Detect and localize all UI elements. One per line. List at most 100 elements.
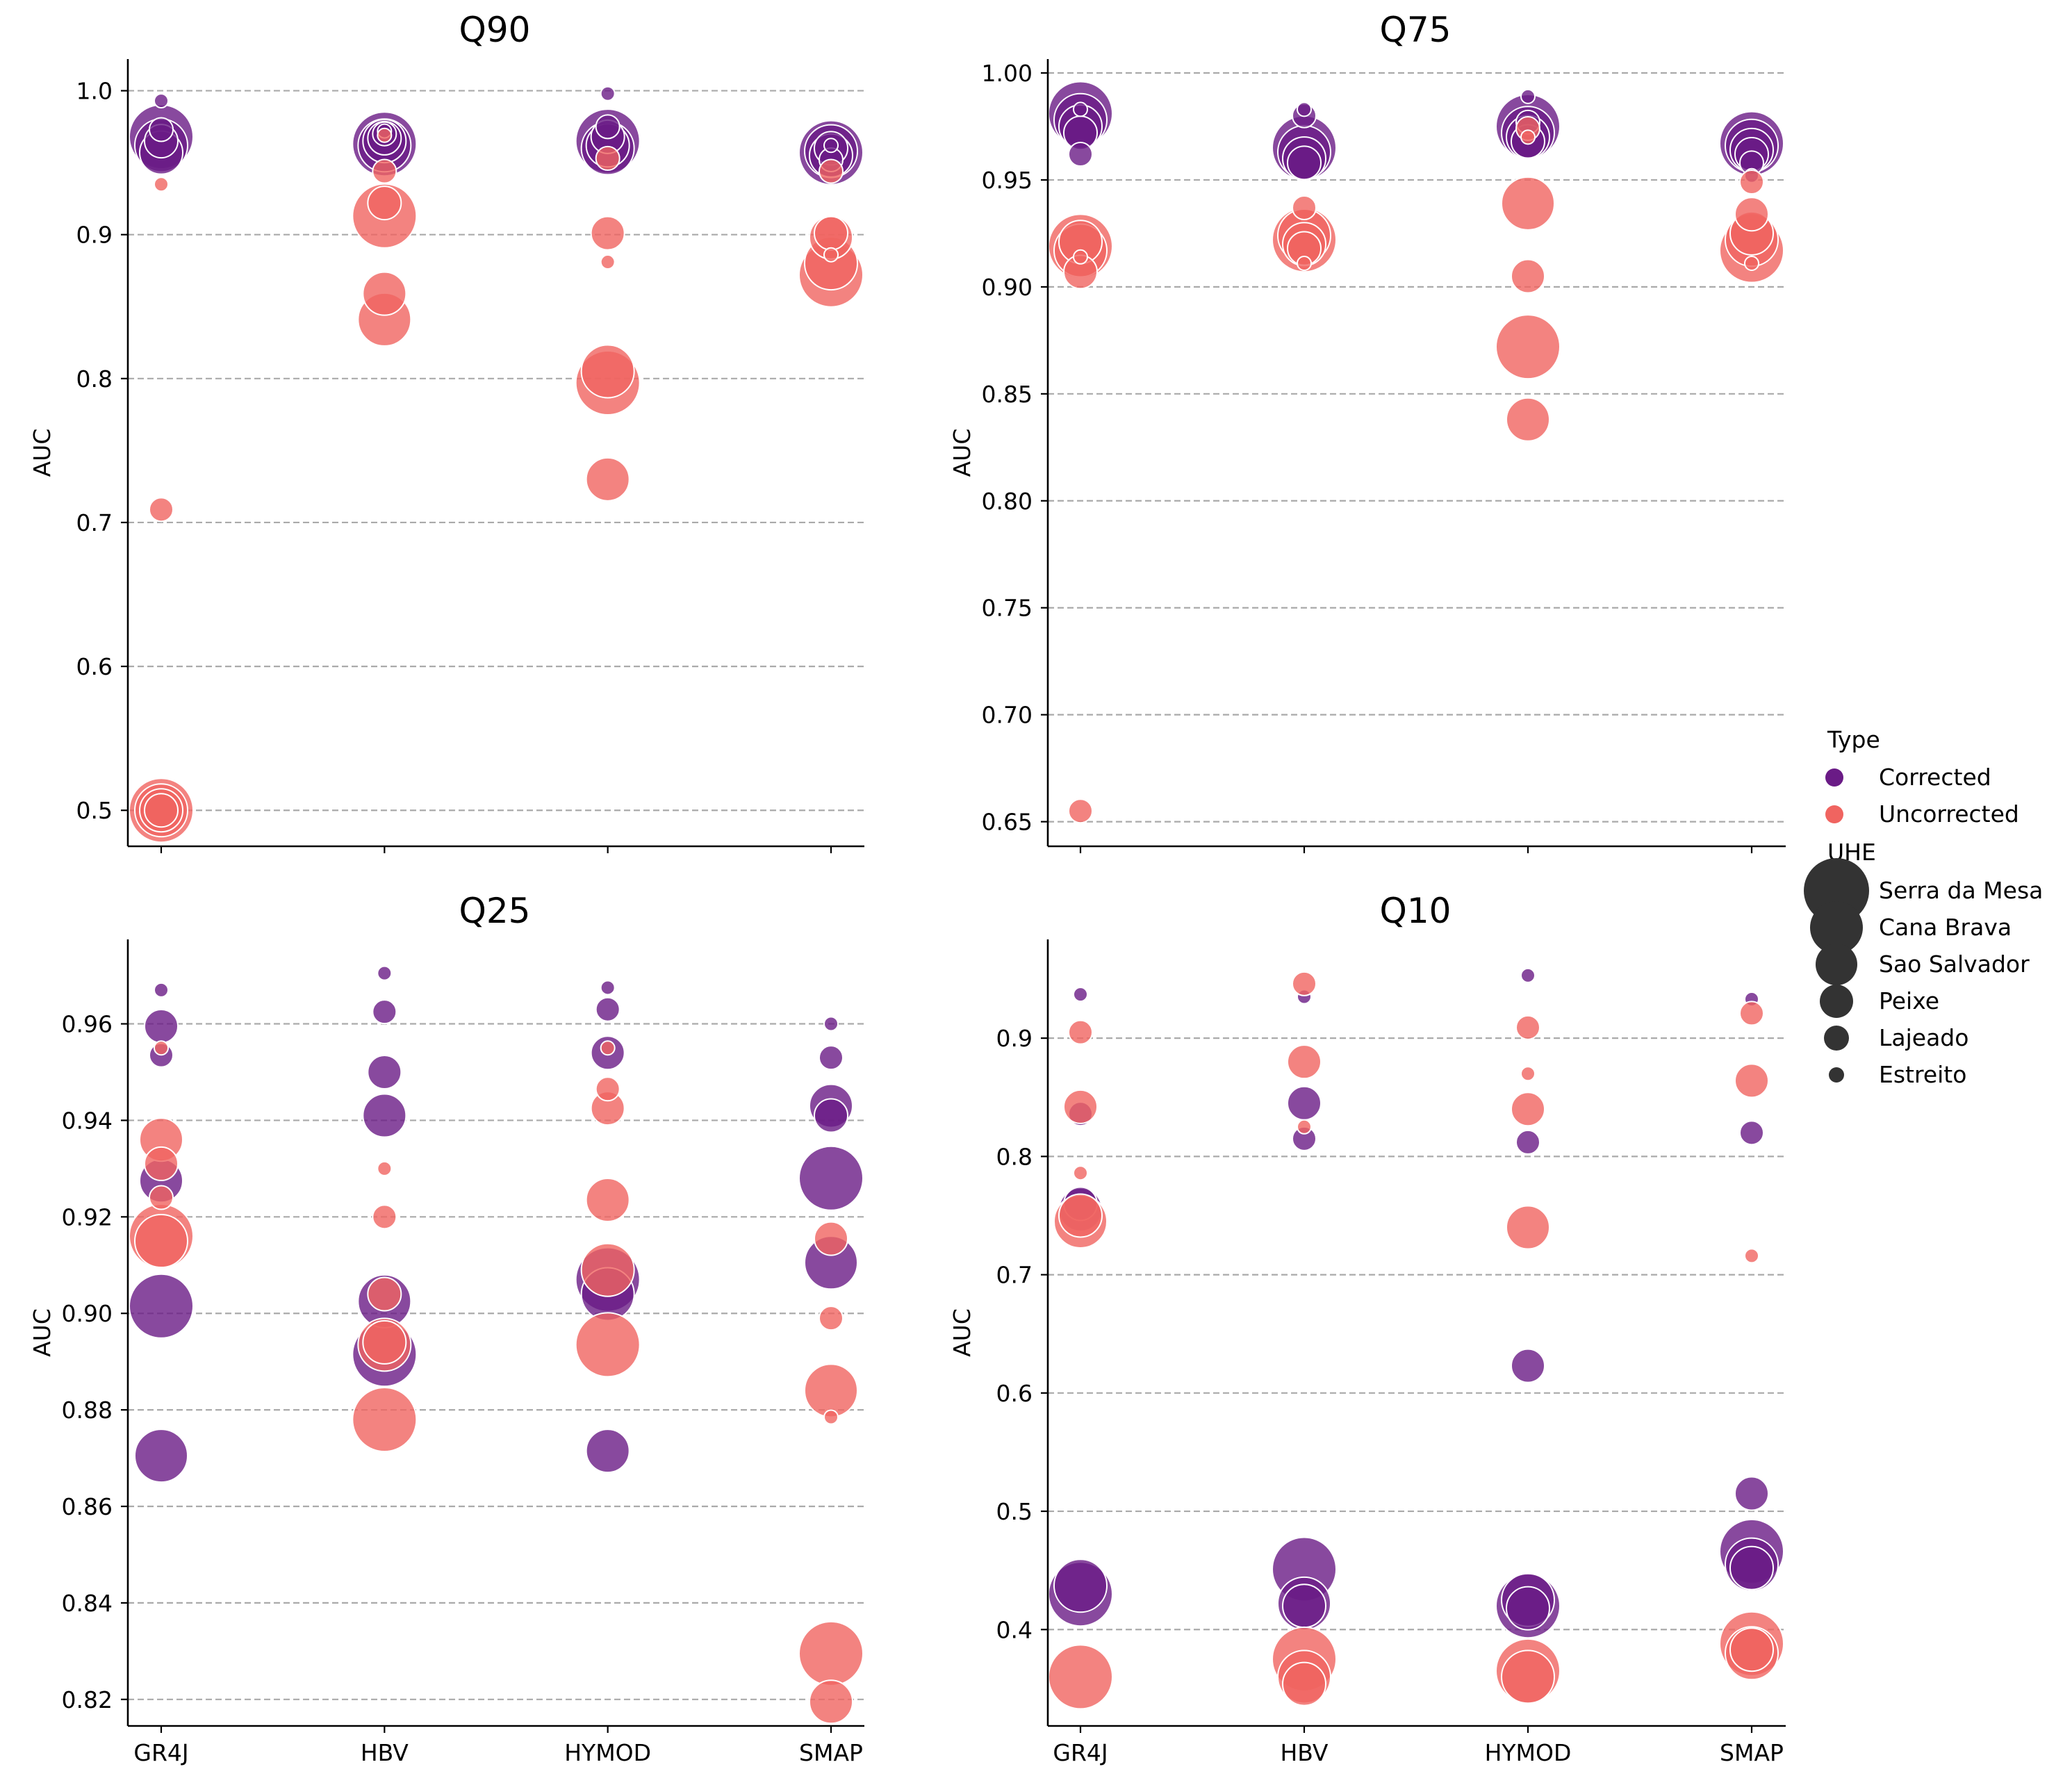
point-corrected-smap-lajeado — [1739, 1120, 1764, 1146]
point-uncorrected-hbv-lajeado — [1292, 971, 1317, 996]
y-tick-label: 0.92 — [62, 1203, 113, 1231]
y-tick-label: 0.6 — [76, 653, 113, 680]
point-uncorrected-gr4j-lajeado — [149, 497, 174, 523]
panel-q90: Q90 0.5 0.6 0.7 0.8 0.9 1.0 AUC — [28, 10, 864, 853]
x-tick-label: HYMOD — [564, 1739, 651, 1766]
x-tick-label: GR4J — [133, 1739, 188, 1766]
panel-title: Q75 — [1380, 10, 1452, 50]
legend-size-peixe — [1820, 985, 1853, 1018]
legend: Type Corrected Uncorrected UHE Serra da … — [1804, 726, 2043, 1088]
point-uncorrected-hbv-lajeado — [372, 158, 397, 184]
point-uncorrected-smap-peixe — [814, 215, 848, 251]
point-corrected-gr4j-cana-brava — [1053, 1558, 1108, 1613]
point-uncorrected-smap-sao-salvador — [809, 1679, 853, 1725]
y-tick-label: 0.6 — [996, 1380, 1033, 1407]
point-corrected-hbv-peixe — [1287, 145, 1322, 181]
point-corrected-gr4j-estreito — [154, 982, 169, 998]
y-tick-label: 0.95 — [982, 167, 1033, 194]
point-corrected-gr4j-lajeado — [149, 117, 174, 142]
x-tick-label: SMAP — [1720, 1739, 1784, 1766]
point-corrected-hymod-sao-salvador — [1506, 1586, 1550, 1631]
point-uncorrected-smap-estreito — [1744, 256, 1759, 272]
point-uncorrected-smap-serra-da-mesa — [798, 1620, 864, 1686]
point-corrected-gr4j-serra-da-mesa — [129, 1273, 194, 1339]
y-axis-label: AUC — [28, 429, 56, 477]
point-uncorrected-smap-peixe — [1734, 1063, 1769, 1099]
legend-type-title: Type — [1827, 726, 1880, 753]
point-uncorrected-gr4j-sao-salvador — [1058, 1193, 1103, 1238]
point-uncorrected-hbv-estreito — [1297, 1119, 1312, 1135]
point-corrected-hbv-peixe — [367, 1054, 402, 1089]
point-uncorrected-hymod-serra-da-mesa — [1495, 314, 1561, 380]
x-tick-label: GR4J — [1053, 1739, 1108, 1766]
legend-uncorrected-label: Uncorrected — [1879, 800, 2019, 828]
point-uncorrected-gr4j-peixe — [144, 1146, 179, 1181]
y-axis-label: AUC — [948, 429, 976, 477]
point-corrected-smap-lajeado — [819, 1045, 844, 1071]
point-uncorrected-hymod-lajeado — [1515, 1014, 1540, 1040]
point-uncorrected-hymod-peixe — [590, 215, 625, 251]
point-uncorrected-hymod-lajeado — [595, 145, 620, 171]
y-tick-label: 0.85 — [982, 381, 1033, 408]
y-tick-label: 0.86 — [62, 1493, 113, 1520]
panel-q25: Q25 0.82 0.84 0.86 0.88 0.90 0.92 0.94 0.96 AUC G… — [28, 891, 864, 1766]
y-tick-label: 0.88 — [62, 1397, 113, 1424]
point-uncorrected-hbv-sao-salvador — [362, 1319, 407, 1365]
point-corrected-hbv-estreito — [377, 965, 393, 981]
legend-size-lajeado — [1824, 1026, 1849, 1051]
legend-corrected-label: Corrected — [1879, 764, 1991, 791]
point-uncorrected-hbv-peixe — [367, 1276, 402, 1312]
point-uncorrected-hymod-sao-salvador — [1506, 397, 1550, 442]
point-uncorrected-smap-cana-brava — [804, 1363, 858, 1418]
point-corrected-hymod-lajeado — [595, 996, 620, 1022]
y-tick-label: 0.4 — [996, 1616, 1033, 1643]
point-corrected-hymod-estreito — [600, 85, 616, 101]
y-axis-label: AUC — [948, 1308, 976, 1357]
point-uncorrected-hbv-peixe — [367, 186, 402, 221]
y-tick-label: 0.9 — [76, 222, 113, 249]
point-uncorrected-gr4j-estreito — [154, 176, 169, 192]
y-tick-label: 0.9 — [996, 1025, 1033, 1052]
point-uncorrected-hymod-estreito — [1520, 1066, 1536, 1082]
point-corrected-hbv-peixe — [1287, 1085, 1322, 1121]
y-tick-label: 0.75 — [982, 595, 1033, 622]
point-uncorrected-hymod-estreito — [600, 254, 616, 270]
point-uncorrected-hymod-sao-salvador — [1506, 1205, 1550, 1250]
legend-size-sao-salvador — [1816, 944, 1857, 985]
point-uncorrected-hymod-serra-da-mesa — [575, 1312, 641, 1378]
point-uncorrected-hbv-estreito — [1297, 256, 1312, 272]
x-tick-label: SMAP — [799, 1739, 863, 1766]
point-corrected-gr4j-lajeado — [1068, 142, 1093, 167]
point-uncorrected-gr4j-serra-da-mesa — [1048, 1644, 1113, 1710]
point-corrected-gr4j-estreito — [1073, 987, 1088, 1003]
point-corrected-smap-estreito — [823, 138, 839, 154]
point-corrected-gr4j-cana-brava — [134, 1429, 188, 1483]
point-uncorrected-hbv-lajeado — [1292, 195, 1317, 220]
point-uncorrected-hbv-estreito — [377, 1160, 393, 1176]
x-tick-label: HBV — [361, 1739, 409, 1766]
point-corrected-gr4j-estreito — [154, 93, 169, 109]
legend-corrected-marker — [1825, 768, 1843, 787]
point-uncorrected-hbv-peixe — [1287, 1044, 1322, 1080]
point-uncorrected-hbv-sao-salvador — [1282, 1661, 1326, 1706]
y-tick-label: 0.84 — [62, 1590, 113, 1617]
point-uncorrected-gr4j-lajeado — [1068, 798, 1093, 824]
panel-title: Q25 — [459, 891, 531, 931]
point-uncorrected-smap-lajeado — [1739, 170, 1764, 195]
legend-uhe-label: Serra da Mesa — [1879, 877, 2043, 904]
panel-title: Q10 — [1380, 891, 1452, 931]
y-tick-label: 1.00 — [982, 60, 1033, 87]
point-corrected-hymod-estreito — [1520, 967, 1536, 983]
point-uncorrected-gr4j-estreito — [1073, 249, 1088, 265]
legend-uhe-label: Lajeado — [1879, 1024, 1968, 1051]
y-tick-label: 0.5 — [76, 797, 113, 824]
y-tick-label: 0.82 — [62, 1686, 113, 1713]
point-corrected-gr4j-peixe — [144, 1009, 179, 1044]
y-tick-label: 0.5 — [996, 1498, 1033, 1525]
panel-q10: Q10 0.4 0.5 0.6 0.7 0.8 0.9 AUC GR4J HBV HYMOD SMA… — [948, 891, 1786, 1766]
point-corrected-smap-peixe — [814, 1098, 848, 1133]
point-corrected-smap-estreito — [823, 1016, 839, 1032]
point-corrected-smap-peixe — [1734, 1476, 1769, 1511]
y-tick-label: 0.96 — [62, 1011, 113, 1038]
y-tick-label: 0.90 — [982, 274, 1033, 301]
